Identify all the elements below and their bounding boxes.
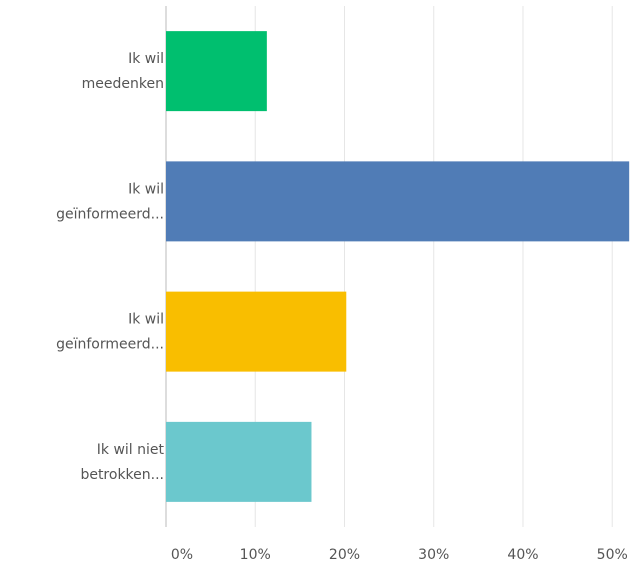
y-tick-label: Ik wil: [128, 312, 164, 328]
x-tick-label: 0%: [171, 547, 193, 563]
y-tick-label: meedenken: [82, 76, 164, 92]
y-tick-label: geïnformeerd...: [56, 206, 164, 222]
y-tick-label: betrokken...: [80, 467, 164, 483]
x-tick-label: 50%: [597, 547, 628, 563]
bar: [166, 291, 347, 372]
y-tick-label: geïnformeerd...: [56, 337, 164, 353]
x-tick-label: 10%: [240, 547, 271, 563]
x-tick-label: 30%: [418, 547, 449, 563]
bar: [166, 31, 267, 112]
x-tick-label: 20%: [329, 547, 360, 563]
y-tick-label: Ik wil niet: [97, 442, 165, 458]
y-tick-label: Ik wil: [128, 181, 164, 197]
x-tick-label: 40%: [507, 547, 538, 563]
bar: [166, 421, 312, 502]
bar: [166, 161, 630, 242]
y-tick-label: Ik wil: [128, 51, 164, 67]
